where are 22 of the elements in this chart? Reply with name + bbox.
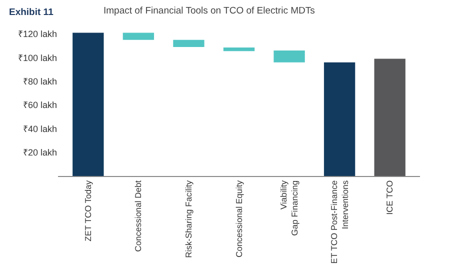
x-tick-label: Concessional Debt	[133, 180, 144, 252]
bar	[374, 58, 406, 176]
y-tick-label: ₹120 lakh	[18, 29, 57, 40]
bar	[274, 50, 305, 62]
bar	[173, 40, 204, 47]
x-tick-label: ET TCO Post-Finance Interventions	[328, 180, 350, 264]
y-tick-label: ₹60 lakh	[22, 100, 57, 110]
x-tick-label: Viability Gap Financing	[278, 180, 300, 236]
y-tick-label: ₹100 lakh	[18, 52, 57, 63]
x-tick-label: Concessional Equity	[234, 180, 244, 258]
y-tick-label: ₹80 lakh	[22, 76, 57, 86]
bar	[324, 62, 356, 176]
bar	[72, 32, 104, 176]
chart-title: Impact of Financial Tools on TCO of Electric MDTs	[104, 6, 316, 17]
text: Exhibit 11	[9, 7, 54, 18]
x-tick-label: ZET TCO Today	[82, 180, 93, 242]
y-tick-label: ₹40 lakh	[22, 124, 57, 134]
y-tick-label: ₹20 lakh	[22, 147, 57, 158]
x-tick-label: Risk-Sharing Facility	[183, 180, 194, 258]
bar	[223, 48, 255, 52]
bar	[122, 32, 154, 40]
x-tick-label: ICE TCO	[384, 180, 395, 215]
